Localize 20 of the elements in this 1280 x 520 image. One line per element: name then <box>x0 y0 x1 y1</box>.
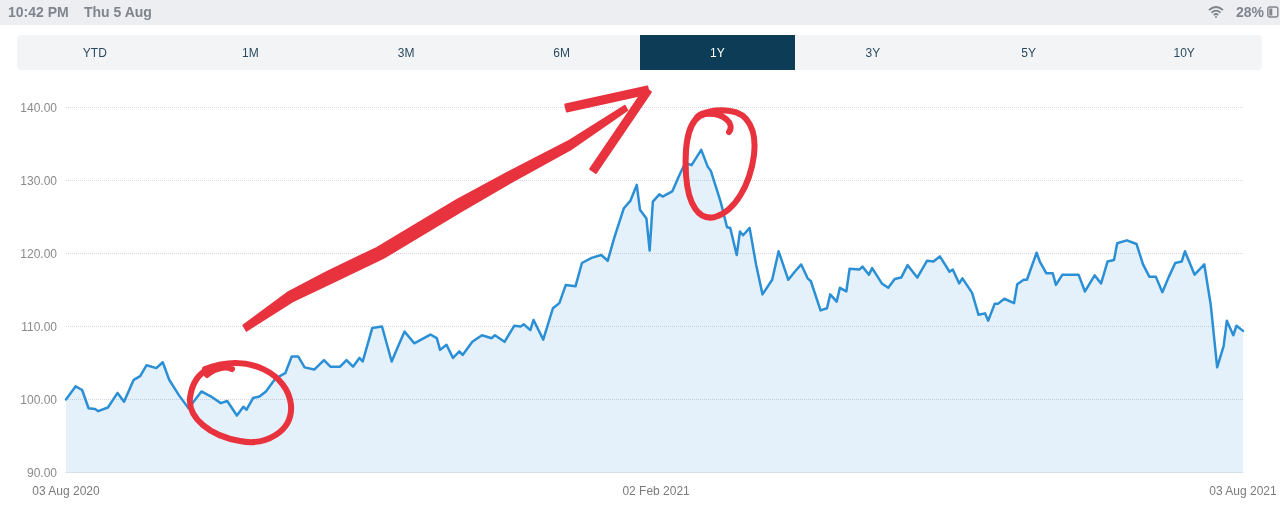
text: 1Y <box>639 35 796 70</box>
x-tick-label: 02 Feb 2021 <box>622 483 691 498</box>
text: 6M <box>483 35 640 70</box>
y-tick-label: 140.00 <box>20 100 58 115</box>
y-tick-label: 90.00 <box>26 465 58 480</box>
text: 3Y <box>795 35 951 70</box>
text: 5Y <box>950 35 1107 70</box>
x-tick-label: 03 Aug 2020 <box>32 483 101 498</box>
text: Thu 5 Aug <box>84 4 152 21</box>
y-tick-label: 100.00 <box>20 392 58 407</box>
text: 28% <box>1235 4 1264 21</box>
y-tick-label: 120.00 <box>20 246 58 261</box>
text: YTD <box>17 35 173 70</box>
text: 10:42 PM <box>8 4 69 21</box>
y-tick-label: 110.00 <box>21 319 58 334</box>
text: 3M <box>328 35 484 70</box>
y-tick-label: 130.00 <box>20 173 58 188</box>
x-tick-label: 03 Aug 2021 <box>1209 483 1277 498</box>
text: 10Y <box>1106 35 1262 70</box>
text: 1M <box>172 35 329 70</box>
